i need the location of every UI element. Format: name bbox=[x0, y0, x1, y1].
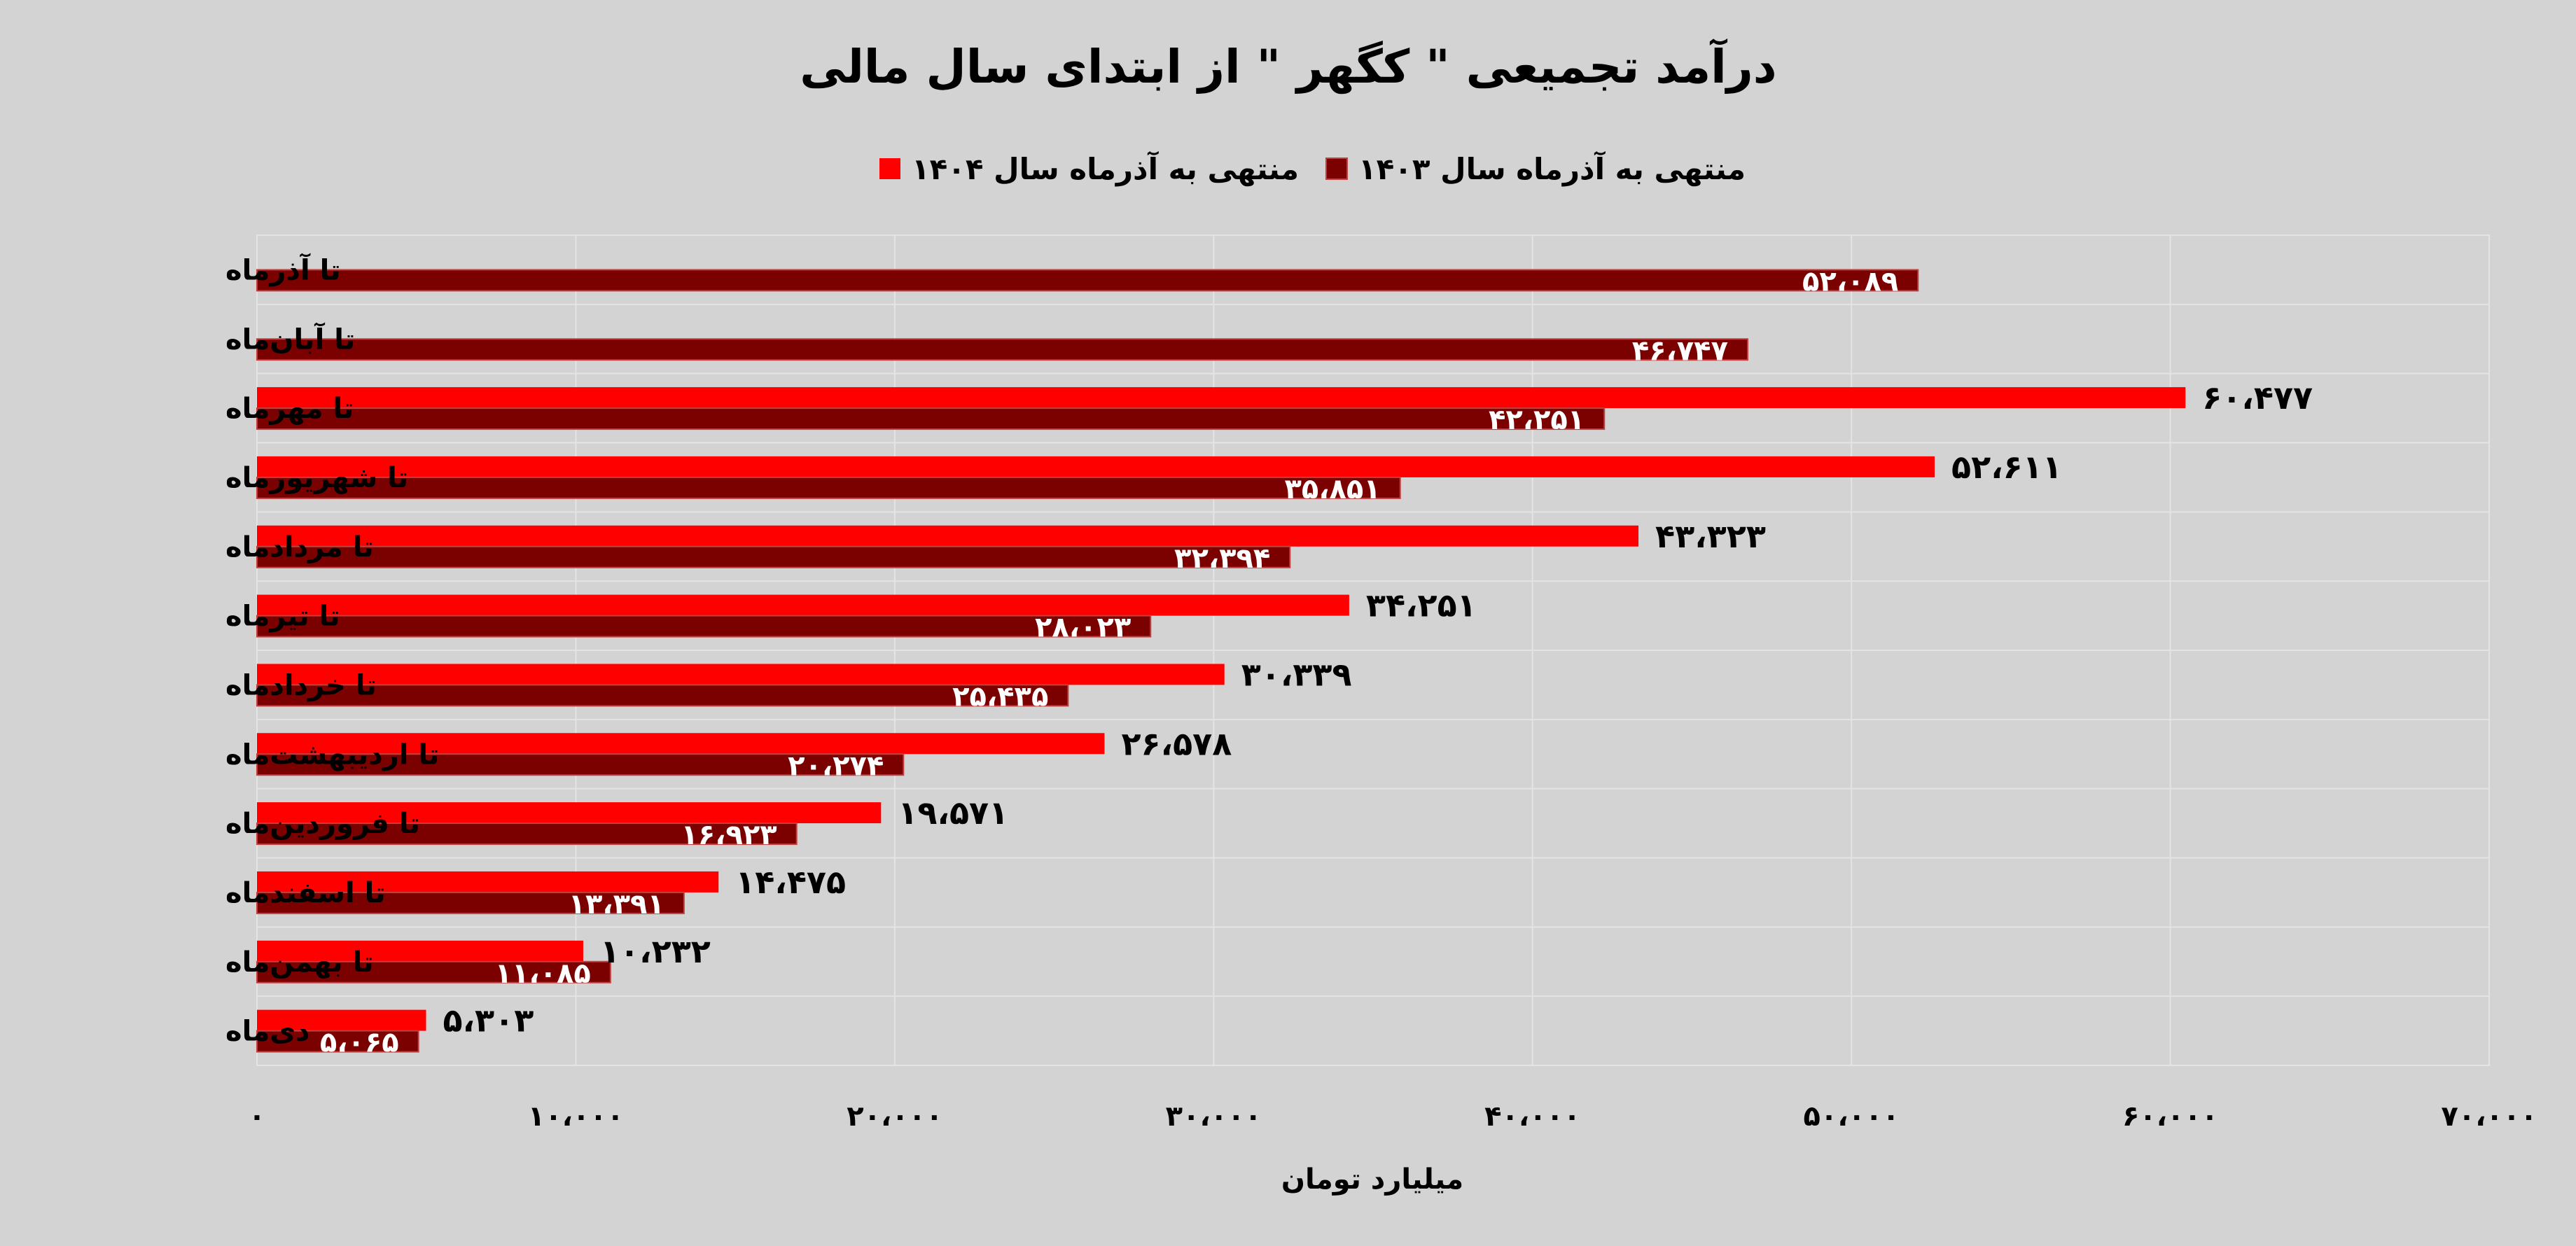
bar-1403 bbox=[256, 891, 685, 914]
value-label-1403: ۵،۰۶۵ bbox=[320, 1027, 399, 1059]
value-label-1404: ۳۴،۲۵۱ bbox=[1366, 587, 1477, 624]
bar-1403 bbox=[256, 960, 611, 983]
value-label-1404: ۱۰،۲۳۲ bbox=[600, 932, 711, 970]
value-label-1403: ۳۵،۸۵۱ bbox=[1284, 473, 1380, 505]
bar-1404 bbox=[257, 871, 719, 892]
gridlines bbox=[256, 234, 2490, 1066]
bar-1403 bbox=[256, 545, 1291, 568]
value-label-1403: ۱۱،۰۸۵ bbox=[495, 958, 591, 990]
legend: منتهی به آذرماه سال ۱۴۰۳ منتهی به آذرماه… bbox=[879, 151, 1746, 187]
bar-1403 bbox=[256, 269, 1919, 292]
bar-1404 bbox=[257, 456, 1935, 477]
category-label: تا شهریورماه bbox=[225, 462, 408, 494]
bar-1404 bbox=[257, 525, 1639, 547]
value-label-1403: ۴۲،۲۵۱ bbox=[1489, 404, 1585, 436]
legend-label-1403: منتهی به آذرماه سال ۱۴۰۳ bbox=[1358, 151, 1746, 187]
bar-1404 bbox=[257, 940, 583, 962]
value-label-1404: ۵،۳۰۳ bbox=[443, 1002, 534, 1040]
category-label: دی‌ماه bbox=[225, 1016, 310, 1048]
bar-1403 bbox=[256, 338, 1748, 361]
x-tick-label: ۶۰،۰۰۰ bbox=[2122, 1100, 2218, 1133]
value-label-1404: ۱۴،۴۷۵ bbox=[735, 863, 846, 901]
category-label: تا آبان‌ماه bbox=[225, 321, 355, 356]
value-label-1403: ۱۶،۹۲۳ bbox=[681, 819, 777, 851]
x-axis-title: میلیارد تومان bbox=[1281, 1163, 1463, 1196]
value-label-1404: ۱۹،۵۷۱ bbox=[898, 794, 1008, 832]
category-label: تا اسفندماه bbox=[225, 877, 386, 909]
bars bbox=[256, 269, 2186, 1053]
legend-label-1404: منتهی به آذرماه سال ۱۴۰۴ bbox=[912, 151, 1299, 187]
value-label-1404: ۲۶،۵۷۸ bbox=[1121, 724, 1232, 762]
bar-1403 bbox=[256, 753, 905, 776]
value-label-1403: ۱۳،۳۹۱ bbox=[569, 888, 664, 920]
x-axis-ticks: ۰ ۱۰،۰۰۰ ۲۰،۰۰۰ ۳۰،۰۰۰ ۴۰،۰۰۰ ۵۰،۰۰۰ ۶۰،۰۰۰ ۷۰،… bbox=[249, 1100, 2537, 1133]
value-label-1403: ۲۰،۲۷۴ bbox=[788, 750, 884, 782]
chart-title: درآمد تجمیعی " کگهر " از ابتدای سال مالی bbox=[800, 38, 1776, 94]
value-label-1403: ۵۲،۰۸۹ bbox=[1802, 265, 1898, 298]
category-label: تا مردادماه bbox=[225, 531, 374, 564]
bar-1403 bbox=[256, 822, 798, 846]
bar-1403 bbox=[256, 1030, 419, 1053]
category-labels: تا آذرماه تا آبان‌ماه تا مهرماه تا شهریورما… bbox=[225, 252, 439, 1047]
category-label: تا بهمن‌ماه bbox=[225, 946, 374, 979]
category-label: تا خردادماه bbox=[225, 669, 377, 701]
x-tick-label: ۲۰،۰۰۰ bbox=[847, 1100, 942, 1133]
bar-1404 bbox=[257, 1009, 426, 1031]
x-tick-label: ۵۰،۰۰۰ bbox=[1804, 1100, 1900, 1133]
bar-1404 bbox=[257, 594, 1349, 616]
legend-swatch-1403 bbox=[1325, 158, 1348, 180]
value-label-1403: ۲۵،۴۳۵ bbox=[952, 680, 1048, 713]
bar-1403 bbox=[256, 615, 1152, 638]
x-tick-label: ۰ bbox=[249, 1100, 265, 1133]
category-label: تا تیرماه bbox=[225, 601, 340, 633]
category-label: تا اردیبهشت‌ماه bbox=[225, 738, 439, 771]
x-tick-label: ۱۰،۰۰۰ bbox=[528, 1100, 624, 1133]
value-label-1404: ۵۲،۶۱۱ bbox=[1951, 448, 2062, 486]
category-label: تا مهرماه bbox=[225, 393, 354, 425]
x-tick-label: ۳۰،۰۰۰ bbox=[1166, 1100, 1262, 1133]
x-tick-label: ۴۰،۰۰۰ bbox=[1484, 1100, 1580, 1133]
value-labels: ۵۲،۰۸۹ ۴۶،۷۴۷ ۶۰،۴۷۷ ۴۲،۲۵۱ ۵۲،۶۱۱ ۳۵،۸۵۱ ۴۳،۳… bbox=[320, 265, 2313, 1058]
value-label-1404: ۳۰،۳۳۹ bbox=[1241, 655, 1352, 693]
bar-1404 bbox=[257, 664, 1225, 685]
category-label: تا آذرماه bbox=[225, 252, 341, 286]
value-label-1403: ۳۲،۳۹۴ bbox=[1174, 542, 1270, 575]
value-label-1404: ۶۰،۴۷۷ bbox=[2202, 379, 2313, 416]
bar-1404 bbox=[257, 387, 2186, 409]
value-label-1403: ۴۶،۷۴۷ bbox=[1632, 335, 1728, 367]
legend-swatch-1404 bbox=[879, 158, 900, 179]
value-label-1404: ۴۳،۳۲۳ bbox=[1655, 517, 1766, 555]
bar-1403 bbox=[256, 684, 1069, 707]
x-tick-label: ۷۰،۰۰۰ bbox=[2441, 1100, 2537, 1133]
bar-1404 bbox=[257, 733, 1105, 755]
category-label: تا فروردین‌ماه bbox=[225, 808, 420, 840]
bar-1403 bbox=[256, 407, 1606, 430]
value-label-1403: ۲۸،۰۲۳ bbox=[1035, 612, 1131, 644]
bar-1404 bbox=[257, 802, 882, 824]
bar-1403 bbox=[256, 476, 1401, 499]
